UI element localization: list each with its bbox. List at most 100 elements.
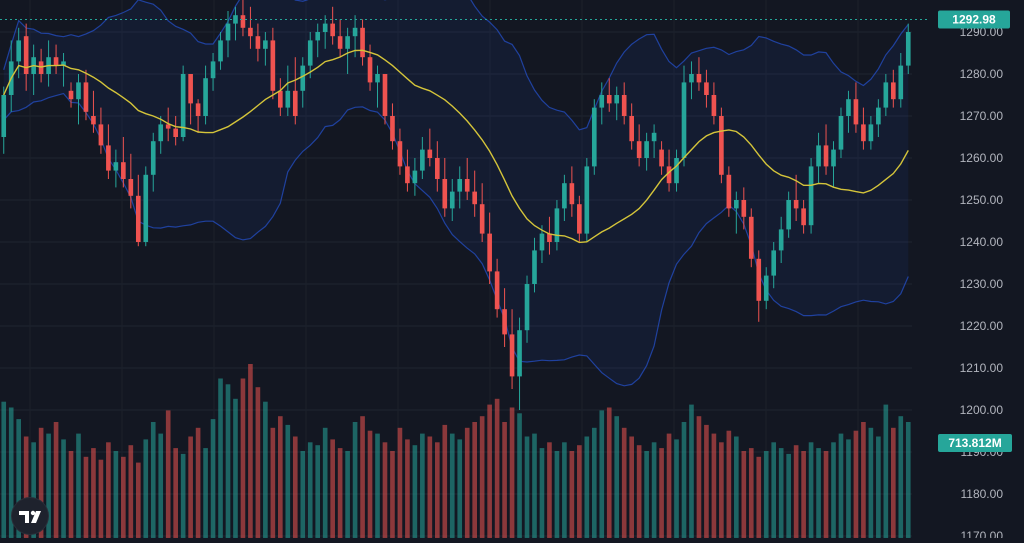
volume-bar: [150, 422, 156, 538]
candle-body: [726, 174, 732, 209]
candle-body: [195, 103, 201, 116]
volume-bar: [689, 404, 694, 538]
candle-body: [801, 208, 806, 226]
candle-body: [449, 191, 455, 209]
candle-body: [367, 57, 373, 83]
volume-bar: [270, 427, 276, 538]
candle-body: [890, 82, 896, 100]
volume-bar: [218, 378, 223, 538]
candle-body: [292, 90, 298, 116]
candle-body: [786, 200, 791, 230]
last-price-marker: 1292.98 713.812M: [0, 10, 1012, 452]
candle-body: [315, 32, 321, 41]
volume-bar: [651, 442, 657, 538]
candle-body: [591, 107, 597, 167]
volume-bar: [255, 387, 261, 538]
volume-bar: [808, 442, 814, 538]
sma-line: [3, 49, 909, 244]
candle-body: [188, 74, 193, 104]
candle-body: [756, 258, 762, 301]
volume-bar: [472, 422, 478, 538]
candle-body: [651, 132, 657, 142]
candle-body: [487, 233, 492, 272]
candle-body: [666, 166, 672, 184]
volume-bar: [786, 453, 791, 538]
volume-bar: [128, 445, 134, 538]
candle-body: [831, 149, 836, 167]
candle-body: [240, 15, 246, 28]
volume-bar: [778, 448, 784, 538]
candle-body: [696, 74, 702, 83]
volume-bar: [898, 416, 904, 538]
candle-body: [532, 250, 537, 284]
volume-bar: [158, 433, 164, 538]
candle-body: [674, 158, 679, 184]
candle-body: [270, 40, 276, 91]
tradingview-logo-icon[interactable]: [12, 498, 48, 534]
volume-bar: [711, 433, 717, 538]
candle-body: [397, 141, 403, 167]
candle-body: [846, 99, 851, 116]
candle-body: [502, 309, 507, 335]
candle-body: [808, 166, 814, 226]
last-volume-label: 713.812M: [948, 436, 1001, 450]
volume-bar: [38, 427, 44, 538]
volume-bar: [390, 451, 395, 538]
volume-bar: [375, 433, 380, 538]
volume-bar: [23, 436, 29, 538]
last-price-label-bg: [938, 10, 1010, 29]
volume-bar: [434, 442, 440, 538]
candle-body: [113, 162, 119, 171]
candle-body: [225, 23, 231, 41]
candle-body: [621, 95, 627, 116]
volume-bar: [195, 427, 201, 538]
candle-body: [509, 334, 515, 377]
volume-bar: [76, 433, 81, 538]
volume-bar: [599, 410, 605, 538]
candle-body: [23, 36, 29, 74]
volume-bar: [278, 416, 283, 538]
candle-body: [322, 23, 328, 32]
candle-body: [307, 40, 313, 66]
candle-body: [778, 229, 784, 251]
candle-body: [659, 149, 664, 167]
volume-bar: [240, 378, 246, 538]
candle-body: [741, 200, 747, 217]
candle-body: [494, 271, 500, 310]
candle-body: [1, 95, 7, 137]
volume-bar: [233, 398, 238, 538]
volume-bar: [741, 451, 747, 538]
candle-body: [263, 40, 268, 49]
volume-bar: [763, 451, 769, 538]
volume-bar: [427, 436, 433, 538]
volume-bar: [629, 436, 634, 538]
volume-bar: [135, 462, 141, 538]
volume-bar: [524, 436, 530, 538]
volume-bar: [121, 456, 126, 538]
candle-body: [98, 124, 104, 146]
candle-body: [606, 95, 612, 104]
sma-path: [3, 49, 909, 244]
candles[interactable]: [1, 0, 911, 410]
volume-bar: [876, 436, 881, 538]
volume-bar: [726, 430, 732, 538]
volume-bar: [405, 439, 410, 538]
volume-bar: [300, 451, 306, 538]
price-axis[interactable]: 1290.00 1280.00 1270.00 1260.00 1250.00 1240.…: [960, 25, 1004, 543]
candle-body: [442, 179, 448, 209]
volume-bar: [636, 445, 642, 538]
volume-bar: [412, 445, 418, 538]
tradingview-logo-glyph: [19, 510, 41, 523]
volume-bar: [225, 384, 231, 538]
candle-body: [577, 204, 582, 234]
candle-body: [106, 145, 111, 171]
candle-body: [719, 116, 724, 175]
candle-body: [61, 61, 66, 66]
candle-body: [203, 78, 208, 116]
volume-bar: [352, 422, 358, 538]
volume-bar: [801, 451, 806, 538]
candle-body: [150, 141, 156, 175]
volume-bar: [621, 427, 627, 538]
